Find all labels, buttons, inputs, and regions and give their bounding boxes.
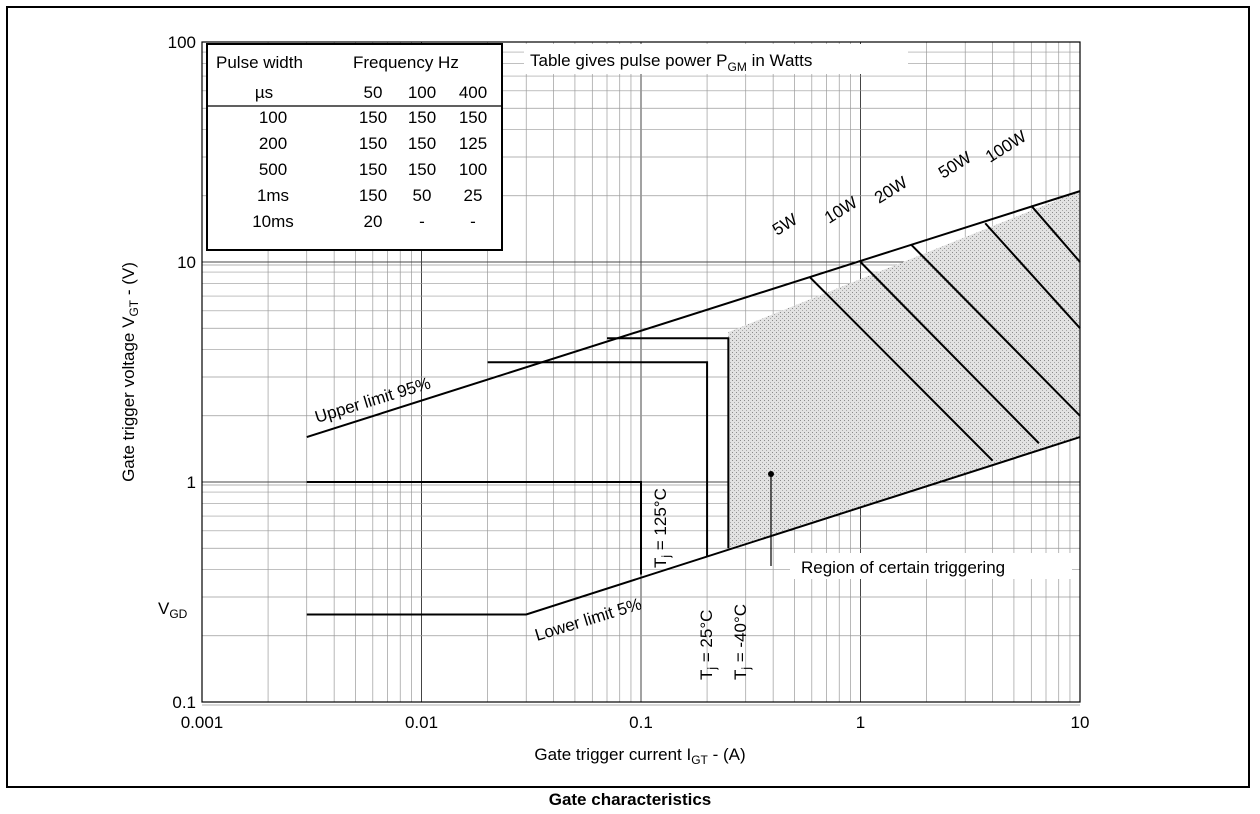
table-header-pulse-width: Pulse width <box>216 53 303 72</box>
power-line <box>910 243 1081 417</box>
y-tick-label: 0.1 <box>172 693 196 712</box>
table-note: Table gives pulse power PGM in Watts <box>524 44 908 74</box>
power-label-20w: 20W <box>871 173 911 208</box>
table-cell-power: 25 <box>464 186 483 205</box>
table-cell-power: 150 <box>359 134 387 153</box>
table-cell-pulse-width: 500 <box>259 160 287 179</box>
table-cell-power: 150 <box>408 134 436 153</box>
table-cell-power: - <box>419 212 425 231</box>
series-line <box>306 481 642 575</box>
region-label: Region of certain triggering <box>801 558 1005 577</box>
series-line <box>487 361 709 557</box>
table-header-unit: µs <box>255 83 273 102</box>
power-label-50w: 50W <box>935 148 975 183</box>
table-cell-pulse-width: 200 <box>259 134 287 153</box>
plot-frame <box>201 41 1081 703</box>
x-tick-label: 10 <box>1071 713 1090 732</box>
table-cell-power: 150 <box>359 108 387 127</box>
x-axis-label: Gate trigger current IGT - (A) <box>534 745 745 767</box>
series-line <box>306 190 1081 439</box>
pulse-power-table: Pulse width Frequency Hz µs 50 100 400 100 1… <box>206 43 503 251</box>
tj-25-label: Tj = 25°C <box>697 610 719 680</box>
table-header-freq: 100 <box>408 83 436 102</box>
y-tick-label: 100 <box>168 33 196 52</box>
table-cell-power: - <box>470 212 476 231</box>
tj-125-label: Tj = 125°C <box>651 488 673 568</box>
power-line <box>809 276 994 462</box>
table-header-frequency: Frequency Hz <box>353 53 459 72</box>
table-body: 50 100 400 100 150 150 150 200 150 150 125 500 150 15… <box>252 83 487 231</box>
region-leader-dot <box>768 471 774 477</box>
table-cell-pulse-width: 100 <box>259 108 287 127</box>
power-line <box>859 261 1040 444</box>
power-line <box>984 222 1081 329</box>
table-cell-power: 20 <box>364 212 383 231</box>
x-tick-label: 0.001 <box>181 713 224 732</box>
power-label-10w: 10W <box>821 193 861 228</box>
power-line <box>1030 205 1081 263</box>
power-label-5w: 5W <box>769 210 801 240</box>
table-cell-power: 150 <box>359 186 387 205</box>
power-labels: 5W 10W 20W 50W 100W <box>769 127 1030 240</box>
table-cell-pulse-width: 10ms <box>252 212 294 231</box>
table-cell-pulse-width: 1ms <box>257 186 289 205</box>
table-header-freq: 50 <box>364 83 383 102</box>
y-tick-label: 10 <box>177 253 196 272</box>
series-line <box>606 337 730 549</box>
series-line <box>306 436 1081 616</box>
tj-40-label: Tj = -40°C <box>731 604 753 680</box>
figure-caption: Gate characteristics <box>548 790 712 809</box>
table-cell-power: 150 <box>408 108 436 127</box>
table-cell-power: 150 <box>459 108 487 127</box>
x-tick-label: 0.1 <box>629 713 653 732</box>
table-cell-power: 100 <box>459 160 487 179</box>
lower-limit-label: Lower limit 5% <box>533 594 644 644</box>
power-label-100w: 100W <box>982 127 1030 167</box>
table-cell-power: 125 <box>459 134 487 153</box>
trigger-region-fill <box>728 191 1080 549</box>
series <box>306 190 1081 616</box>
table-cell-power: 150 <box>359 160 387 179</box>
x-tick-label: 0.01 <box>405 713 438 732</box>
axes: 0.001 0.01 0.1 1 10 0.1 1 10 100 <box>168 33 1090 732</box>
y-axis-label: Gate trigger voltage VGT - (V) <box>119 262 141 482</box>
x-tick-label: 1 <box>856 713 865 732</box>
trigger-region <box>728 191 1080 549</box>
table-header-freq: 400 <box>459 83 487 102</box>
vgd-label: VGD <box>158 599 188 621</box>
table-cell-power: 150 <box>408 160 436 179</box>
region-annotation: Region of certain triggering <box>790 553 1072 579</box>
y-tick-label: 1 <box>187 473 196 492</box>
table-cell-power: 50 <box>413 186 432 205</box>
table-note-text: Table gives pulse power PGM in Watts <box>530 51 812 74</box>
gate-characteristics-chart: 0.001 0.01 0.1 1 10 0.1 1 10 100 Gate trigger cu… <box>119 33 1090 767</box>
